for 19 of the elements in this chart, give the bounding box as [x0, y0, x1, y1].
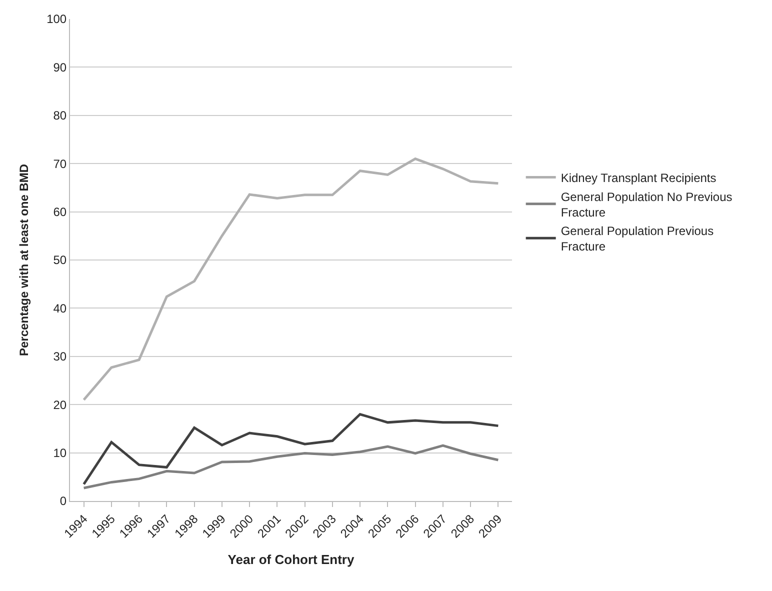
y-axis-title: Percentage with at least one BMD	[16, 164, 31, 356]
line-series	[82, 412, 500, 486]
y-tick-label: 10	[53, 446, 67, 460]
y-tick-label: 70	[53, 156, 67, 171]
y-tick-label: 60	[53, 205, 67, 219]
y-tick-label: 40	[53, 301, 67, 316]
y-tick-label: 100	[46, 12, 67, 26]
y-tick-label: 80	[53, 108, 67, 123]
y-tick-label: 90	[53, 60, 67, 74]
y-tick-label: 20	[53, 398, 67, 412]
legend-label: General Population No Previous Fracture	[560, 190, 732, 220]
x-axis-title: Year of Cohort Entry	[228, 552, 355, 568]
y-tick-label: 0	[60, 494, 67, 508]
legend-label: Kidney Transplant Recipients	[560, 170, 716, 185]
line-series	[82, 158, 500, 402]
legend-label: General Population Previous Fracture	[560, 224, 714, 254]
line-series	[82, 444, 500, 490]
y-tick-label: 50	[53, 253, 67, 268]
y-tick-label: 30	[53, 350, 67, 364]
